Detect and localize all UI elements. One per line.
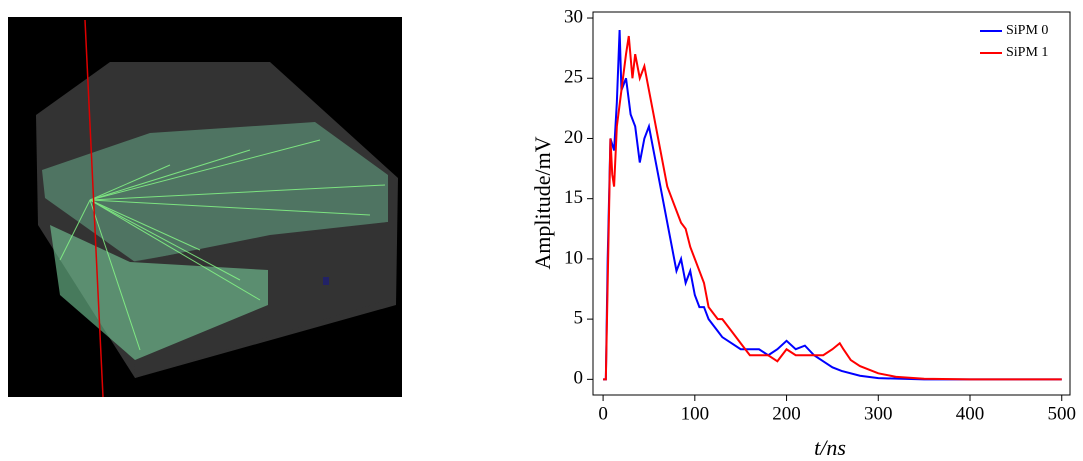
x-tick-label: 300: [864, 403, 893, 424]
plot-frame: [592, 11, 1071, 396]
line-series: [603, 35, 1062, 381]
x-tick-label: 200: [772, 403, 801, 424]
y-axis-label: Amplitude/mV: [530, 136, 555, 269]
x-tick-label: 400: [956, 403, 985, 424]
y-tick-label: 20: [564, 127, 583, 148]
y-tick-label: 30: [564, 6, 583, 27]
y-tick-label: 5: [574, 307, 584, 328]
legend-label: SiPM 1: [1006, 45, 1048, 60]
x-tick-label: 500: [1047, 403, 1076, 424]
x-axis-label: t/ns: [814, 435, 846, 460]
detector-render: [8, 17, 402, 398]
plot-area: [592, 11, 1071, 396]
x-tick-label: 100: [681, 403, 710, 424]
line-series: [603, 30, 1062, 381]
y-tick-label: 15: [564, 187, 583, 208]
y-tick-label: 25: [564, 67, 583, 88]
y-tick-label: 10: [564, 247, 583, 268]
x-tick-label: 0: [598, 403, 608, 424]
y-tick-label: 0: [574, 368, 584, 389]
legend-label: SiPM 0: [1006, 23, 1048, 38]
